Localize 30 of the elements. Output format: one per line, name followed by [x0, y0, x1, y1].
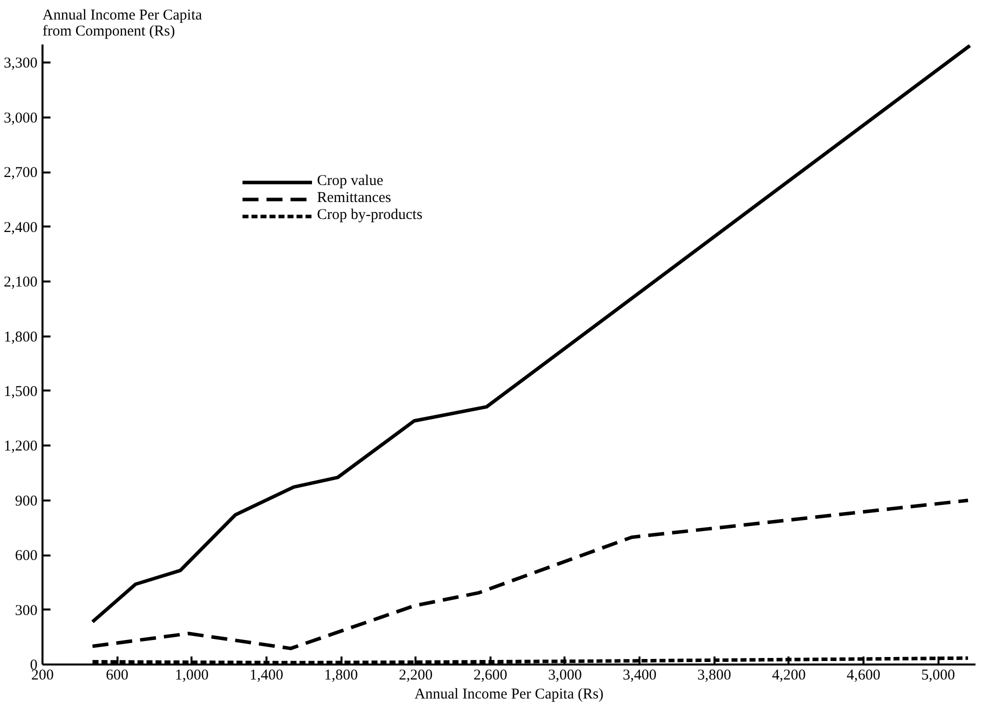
- y-tick-label: 3,300: [4, 56, 38, 72]
- x-tick-label: 3,000: [548, 668, 582, 684]
- x-tick-label: 5,000: [921, 668, 956, 684]
- y-tick-label: 600: [15, 548, 38, 564]
- x-axis-title: Annual Income Per Capita (Rs): [414, 686, 604, 702]
- y-tick-label: 300: [15, 602, 38, 619]
- x-tick-label: 1,800: [324, 668, 358, 684]
- legend-label: Crop value: [317, 173, 384, 190]
- y-axis-title: Annual Income Per Capita from Component (Rs): [42, 8, 202, 40]
- y-tick-label: 1,200: [4, 438, 38, 455]
- x-tick-label: 1,000: [174, 668, 209, 684]
- y-tick-label: 1,800: [4, 329, 38, 346]
- x-tick-label: 2,200: [398, 668, 433, 684]
- y-tick-label: 3,000: [4, 110, 38, 126]
- legend-label: Crop by-products: [317, 207, 422, 224]
- y-tick-label: 2,400: [4, 220, 38, 236]
- x-tick-label: 3,800: [697, 668, 732, 684]
- y-tick-label: 2,700: [4, 165, 38, 182]
- line-series: [90, 498, 970, 650]
- x-tick-label: 4,200: [772, 668, 806, 684]
- line-series: [90, 44, 972, 624]
- y-tick-label: 2,100: [4, 274, 38, 291]
- y-tick-label: 1,500: [4, 384, 38, 400]
- x-tick-label: 600: [106, 668, 128, 684]
- x-tick-label: 4,600: [846, 668, 880, 684]
- x-tick-label: 3,400: [622, 668, 656, 684]
- y-tick-label: 900: [15, 493, 38, 510]
- legend-label: Remittances: [317, 190, 392, 207]
- x-tick-label: 2,600: [473, 668, 508, 684]
- x-tick-label: 1,400: [250, 668, 284, 684]
